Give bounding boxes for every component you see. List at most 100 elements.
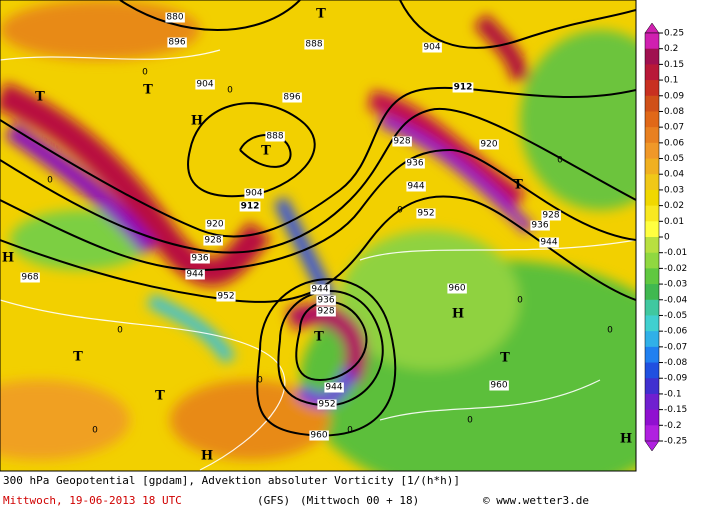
contour-label: 0 (227, 86, 233, 96)
colorbar-tick-label: 0.06 (664, 138, 684, 148)
contour-label: 0 (517, 296, 523, 306)
pressure-center-label: H (2, 251, 14, 266)
contour-label: 920 (206, 220, 223, 230)
contour-label: 936 (406, 159, 423, 169)
contour-label: 0 (117, 326, 123, 336)
contour-label: 928 (317, 307, 334, 317)
colorbar-tick-label: 0.05 (664, 154, 684, 164)
contour-label: 960 (310, 431, 327, 441)
contour-label-bg (324, 382, 344, 393)
pressure-center-label: T (314, 330, 324, 345)
colorbar-tick-label: 0.01 (664, 217, 684, 227)
contour-label-bg (310, 284, 330, 295)
contour-label-bg (406, 181, 426, 192)
contour-label-bg (282, 92, 302, 103)
footer-date: Mittwoch, 19-06-2013 18 UTC (3, 494, 182, 507)
contour-label-bg (392, 136, 412, 147)
contour-label: 968 (21, 273, 38, 283)
colorbar-swatch (645, 111, 659, 128)
colorbar-tick-label: 0.07 (664, 123, 684, 133)
footer-credit: © www.wetter3.de (483, 494, 589, 507)
pressure-center-label: H (620, 432, 632, 447)
contour-label-bg (539, 237, 559, 248)
contour-label-bg (422, 42, 442, 53)
contour-label: 912 (454, 83, 473, 93)
contour-label-bg (479, 139, 499, 150)
colorbar-tick-label: 0.02 (664, 201, 684, 211)
colorbar-swatch (645, 331, 659, 348)
contour-label-bg (216, 291, 236, 302)
contour-label: 0 (47, 176, 53, 186)
colorbar-tick-label: 0.25 (664, 29, 684, 39)
colorbar-swatch (645, 64, 659, 81)
contour-label: 960 (448, 284, 465, 294)
contour-label: 904 (196, 80, 213, 90)
pressure-center-label: H (191, 114, 203, 129)
pressure-center-label: H (201, 449, 213, 464)
contour-label-bg (316, 306, 336, 317)
colorbar-swatch (645, 158, 659, 175)
contour-label-bg (185, 269, 205, 280)
contour-label-bg (265, 131, 285, 142)
contour-label: 952 (318, 400, 335, 410)
colorbar-swatch (645, 425, 659, 442)
contour-label: 0 (607, 326, 613, 336)
pressure-center-label: T (143, 83, 153, 98)
colorbar-swatch (645, 315, 659, 332)
colorbar-tick-label: 0.2 (664, 44, 678, 54)
contour-label-bg (167, 37, 187, 48)
colorbar-swatch (645, 268, 659, 285)
contour-label: 936 (317, 296, 334, 306)
pressure-center-label: T (155, 389, 165, 404)
colorbar-tick-label: 0.15 (664, 60, 684, 70)
contour-label: 0 (557, 156, 563, 166)
colorbar-swatch (645, 95, 659, 112)
colorbar-swatch (645, 80, 659, 97)
contour-label-bg (165, 12, 185, 23)
contour-label-bg (195, 79, 215, 90)
contour-label: 912 (241, 202, 260, 212)
contour-label: 888 (305, 40, 322, 50)
contour-label: 0 (142, 68, 148, 78)
contour-label-bg (416, 208, 436, 219)
contour-label: 0 (347, 426, 353, 436)
contour-label-bg (489, 380, 509, 391)
contour-label: 936 (191, 254, 208, 264)
contour-label-bg (244, 188, 264, 199)
colorbar-swatch (645, 237, 659, 254)
colorbar-tick-label: -0.01 (664, 248, 687, 258)
pressure-center-label: T (500, 351, 510, 366)
contour-label: 944 (407, 182, 424, 192)
colorbar-swatch (645, 378, 659, 395)
map-field (0, 0, 636, 471)
contour-label: 0 (92, 426, 98, 436)
contour-label: 920 (480, 140, 497, 150)
colorbar-swatch (645, 127, 659, 144)
colorbar-tick-label: 0.04 (664, 170, 684, 180)
colorbar-swatch (645, 346, 659, 364)
colorbar-swatch (645, 409, 659, 426)
contour-label: 928 (393, 137, 410, 147)
contour-label-bg (316, 295, 336, 306)
pressure-center-label: T (513, 178, 523, 193)
contour-label: 928 (542, 211, 559, 221)
contour-label-bg (239, 201, 261, 212)
contour-label: 0 (467, 416, 473, 426)
colorbar-swatch (645, 362, 659, 379)
colorbar-swatch (645, 284, 659, 301)
colorbar-tick-label: -0.05 (664, 311, 687, 321)
pressure-center-label: H (452, 307, 464, 322)
colorbar-tick-label: -0.02 (664, 264, 687, 274)
contour-label-bg (317, 399, 337, 410)
colorbar-swatch (645, 174, 659, 191)
contour-label: 896 (168, 38, 185, 48)
contour-label: 904 (245, 189, 262, 199)
colorbar-swatch (645, 189, 659, 207)
colorbar-tick-label: -0.04 (664, 295, 688, 305)
colorbar-tick-label: -0.25 (664, 437, 687, 447)
colorbar-tick-label: -0.07 (664, 342, 687, 352)
contour-label: 944 (186, 270, 203, 280)
colorbar-swatch (645, 205, 659, 222)
colorbar-arrow-top (644, 22, 660, 34)
